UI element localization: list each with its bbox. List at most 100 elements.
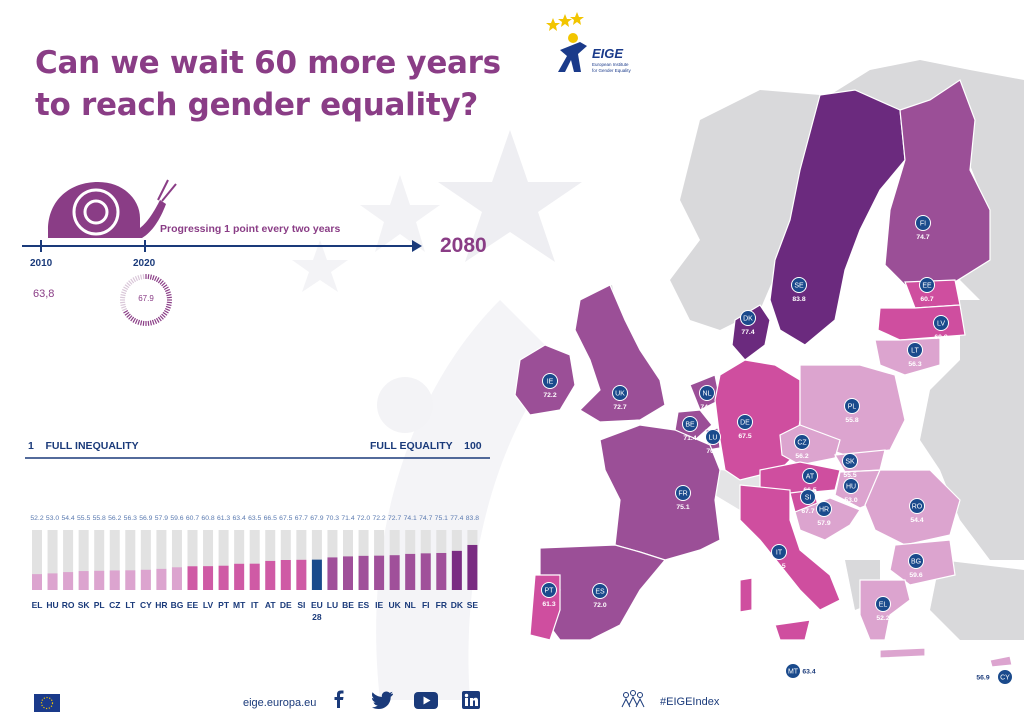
- country-code-label: DE: [740, 420, 750, 427]
- country-marker-hr[interactable]: [816, 501, 832, 517]
- bar: [171, 567, 182, 590]
- year-current: 2020: [133, 258, 156, 269]
- bar: [327, 557, 338, 590]
- bar: [203, 566, 214, 590]
- bar-value-label: 60.7: [186, 515, 199, 522]
- bar-value-label: 53.0: [46, 515, 59, 522]
- gauge-tick: [121, 291, 127, 295]
- country-marker-nl[interactable]: [699, 385, 715, 401]
- bar-category-label: UK: [389, 600, 402, 610]
- country-marker-dk[interactable]: [740, 310, 756, 326]
- bar-category-label: EU: [311, 600, 323, 610]
- youtube-icon[interactable]: [414, 692, 438, 709]
- country-code-label: FR: [678, 491, 687, 498]
- country-marker-lu[interactable]: [705, 429, 721, 445]
- gauge-tick: [120, 294, 126, 297]
- country-marker-si[interactable]: [800, 489, 816, 505]
- country-marker-se[interactable]: [791, 277, 807, 293]
- country-value-label: 67.7: [801, 508, 814, 515]
- country-code-label: MT: [788, 669, 799, 676]
- gauge-tick: [140, 320, 143, 326]
- country-marker-pt[interactable]: [541, 582, 557, 598]
- gauge-tick: [155, 317, 160, 323]
- bar-value-label: 75.1: [435, 515, 448, 522]
- bar-category-label: DK: [451, 600, 464, 610]
- country-code-label: IT: [776, 550, 783, 557]
- country-marker-sk[interactable]: [842, 453, 858, 469]
- country-value-label: 72.7: [613, 404, 626, 411]
- bar-category-label: AT: [265, 600, 277, 610]
- country-code-label: HU: [846, 484, 856, 491]
- progress-label: Progressing 1 point every two years: [160, 223, 341, 235]
- bar-value-label: 61.3: [217, 515, 230, 522]
- country-value-label: 54.4: [910, 517, 923, 524]
- country-marker-be[interactable]: [682, 416, 698, 432]
- bar: [451, 550, 462, 590]
- bar-track: [234, 530, 245, 590]
- country-IT: [739, 484, 841, 611]
- country-value-label: 52.2: [876, 615, 889, 622]
- country-marker-cy[interactable]: [997, 669, 1013, 685]
- title-line-2: to reach gender equality?: [35, 87, 478, 123]
- country-code-label: EL: [879, 602, 888, 609]
- linkedin-icon[interactable]: [462, 691, 480, 709]
- country-code-label: RO: [912, 504, 923, 511]
- bar-value-label: 55.5: [77, 515, 90, 522]
- country-marker-lt[interactable]: [907, 342, 923, 358]
- bar-track: [47, 530, 58, 590]
- country-marker-lv[interactable]: [933, 315, 949, 331]
- country-marker-bg[interactable]: [908, 553, 924, 569]
- country-value-label: 75.1: [676, 504, 689, 511]
- country-marker-pl[interactable]: [844, 398, 860, 414]
- country-value-label: 71.4: [683, 435, 696, 442]
- country-marker-hu[interactable]: [843, 478, 859, 494]
- bar-category-label: LV: [203, 600, 214, 610]
- country-marker-at[interactable]: [802, 468, 818, 484]
- gauge-tick: [149, 274, 152, 280]
- gauge-tick: [140, 274, 143, 280]
- country-value-label: 72.2: [543, 392, 556, 399]
- country-marker-fi[interactable]: [915, 215, 931, 231]
- country-marker-mt[interactable]: [785, 663, 801, 679]
- bar: [187, 566, 198, 590]
- bar-track: [265, 530, 276, 590]
- country-UK: [574, 284, 666, 423]
- bar: [78, 571, 89, 590]
- gauge-tick: [157, 278, 162, 284]
- bar-category-label: SE: [467, 600, 479, 610]
- country-marker-ie[interactable]: [542, 373, 558, 389]
- country-marker-ee[interactable]: [919, 277, 935, 293]
- country-marker-it[interactable]: [771, 544, 787, 560]
- country-marker-el[interactable]: [875, 596, 891, 612]
- country-marker-cz[interactable]: [794, 434, 810, 450]
- country-code-label: PT: [545, 588, 555, 595]
- country-value-label: 74.1: [700, 404, 713, 411]
- bar: [125, 570, 136, 590]
- bar-track: [156, 530, 167, 590]
- hashtag[interactable]: #EIGEIndex: [660, 696, 720, 708]
- bar-track: [249, 530, 260, 590]
- country-value-label: 57.9: [817, 520, 830, 527]
- bar-category-label: FR: [436, 600, 447, 610]
- country-IT-sardinia: [739, 577, 753, 613]
- country-marker-uk[interactable]: [612, 385, 628, 401]
- gauge-tick: [163, 286, 169, 291]
- bar-value-label: 67.5: [279, 515, 292, 522]
- bar-track: [203, 530, 214, 590]
- twitter-icon[interactable]: [372, 691, 394, 709]
- gauge-tick: [161, 282, 166, 287]
- country-marker-fr[interactable]: [675, 485, 691, 501]
- bar-value-label: 54.4: [61, 515, 74, 522]
- logo-subtitle: European Institute for Gender Equality: [592, 62, 631, 73]
- website-link[interactable]: eige.europa.eu: [243, 697, 317, 709]
- country-marker-es[interactable]: [592, 583, 608, 599]
- gauge-tick: [126, 282, 131, 287]
- bar: [140, 569, 151, 590]
- facebook-icon[interactable]: [330, 690, 348, 708]
- country-HR: [794, 497, 861, 541]
- country-marker-ro[interactable]: [909, 498, 925, 514]
- bar: [63, 572, 74, 590]
- gauge-tick: [128, 280, 133, 285]
- country-marker-de[interactable]: [737, 414, 753, 430]
